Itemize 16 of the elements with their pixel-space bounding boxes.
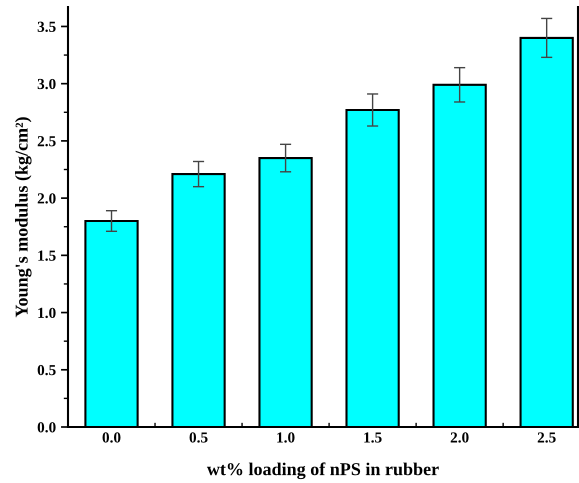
x-tick-label: 1.5 xyxy=(364,432,382,443)
y-tick-label: 3.0 xyxy=(38,78,56,90)
y-tick-label: 0.0 xyxy=(38,422,56,433)
y-tick-label: 2.5 xyxy=(38,136,56,146)
y-tick-label: 1.0 xyxy=(38,308,56,318)
y-tick-label: 0.5 xyxy=(38,364,56,376)
y-tick-label: 3.5 xyxy=(38,22,56,32)
x-tick-label: 0.0 xyxy=(102,432,120,443)
y-tick-label: 2.0 xyxy=(38,193,56,204)
x-axis-title: wt% loading of nPS in rubber xyxy=(206,462,439,480)
x-tick-label: 1.0 xyxy=(277,432,295,443)
y-tick-label: 1.5 xyxy=(38,250,56,261)
x-tick-label: 2.5 xyxy=(538,432,556,443)
y-axis-title: Young's modulus (kg/cm²) xyxy=(15,117,32,318)
x-tick-label: 0.5 xyxy=(190,432,208,443)
x-tick-label: 2.0 xyxy=(450,432,469,443)
